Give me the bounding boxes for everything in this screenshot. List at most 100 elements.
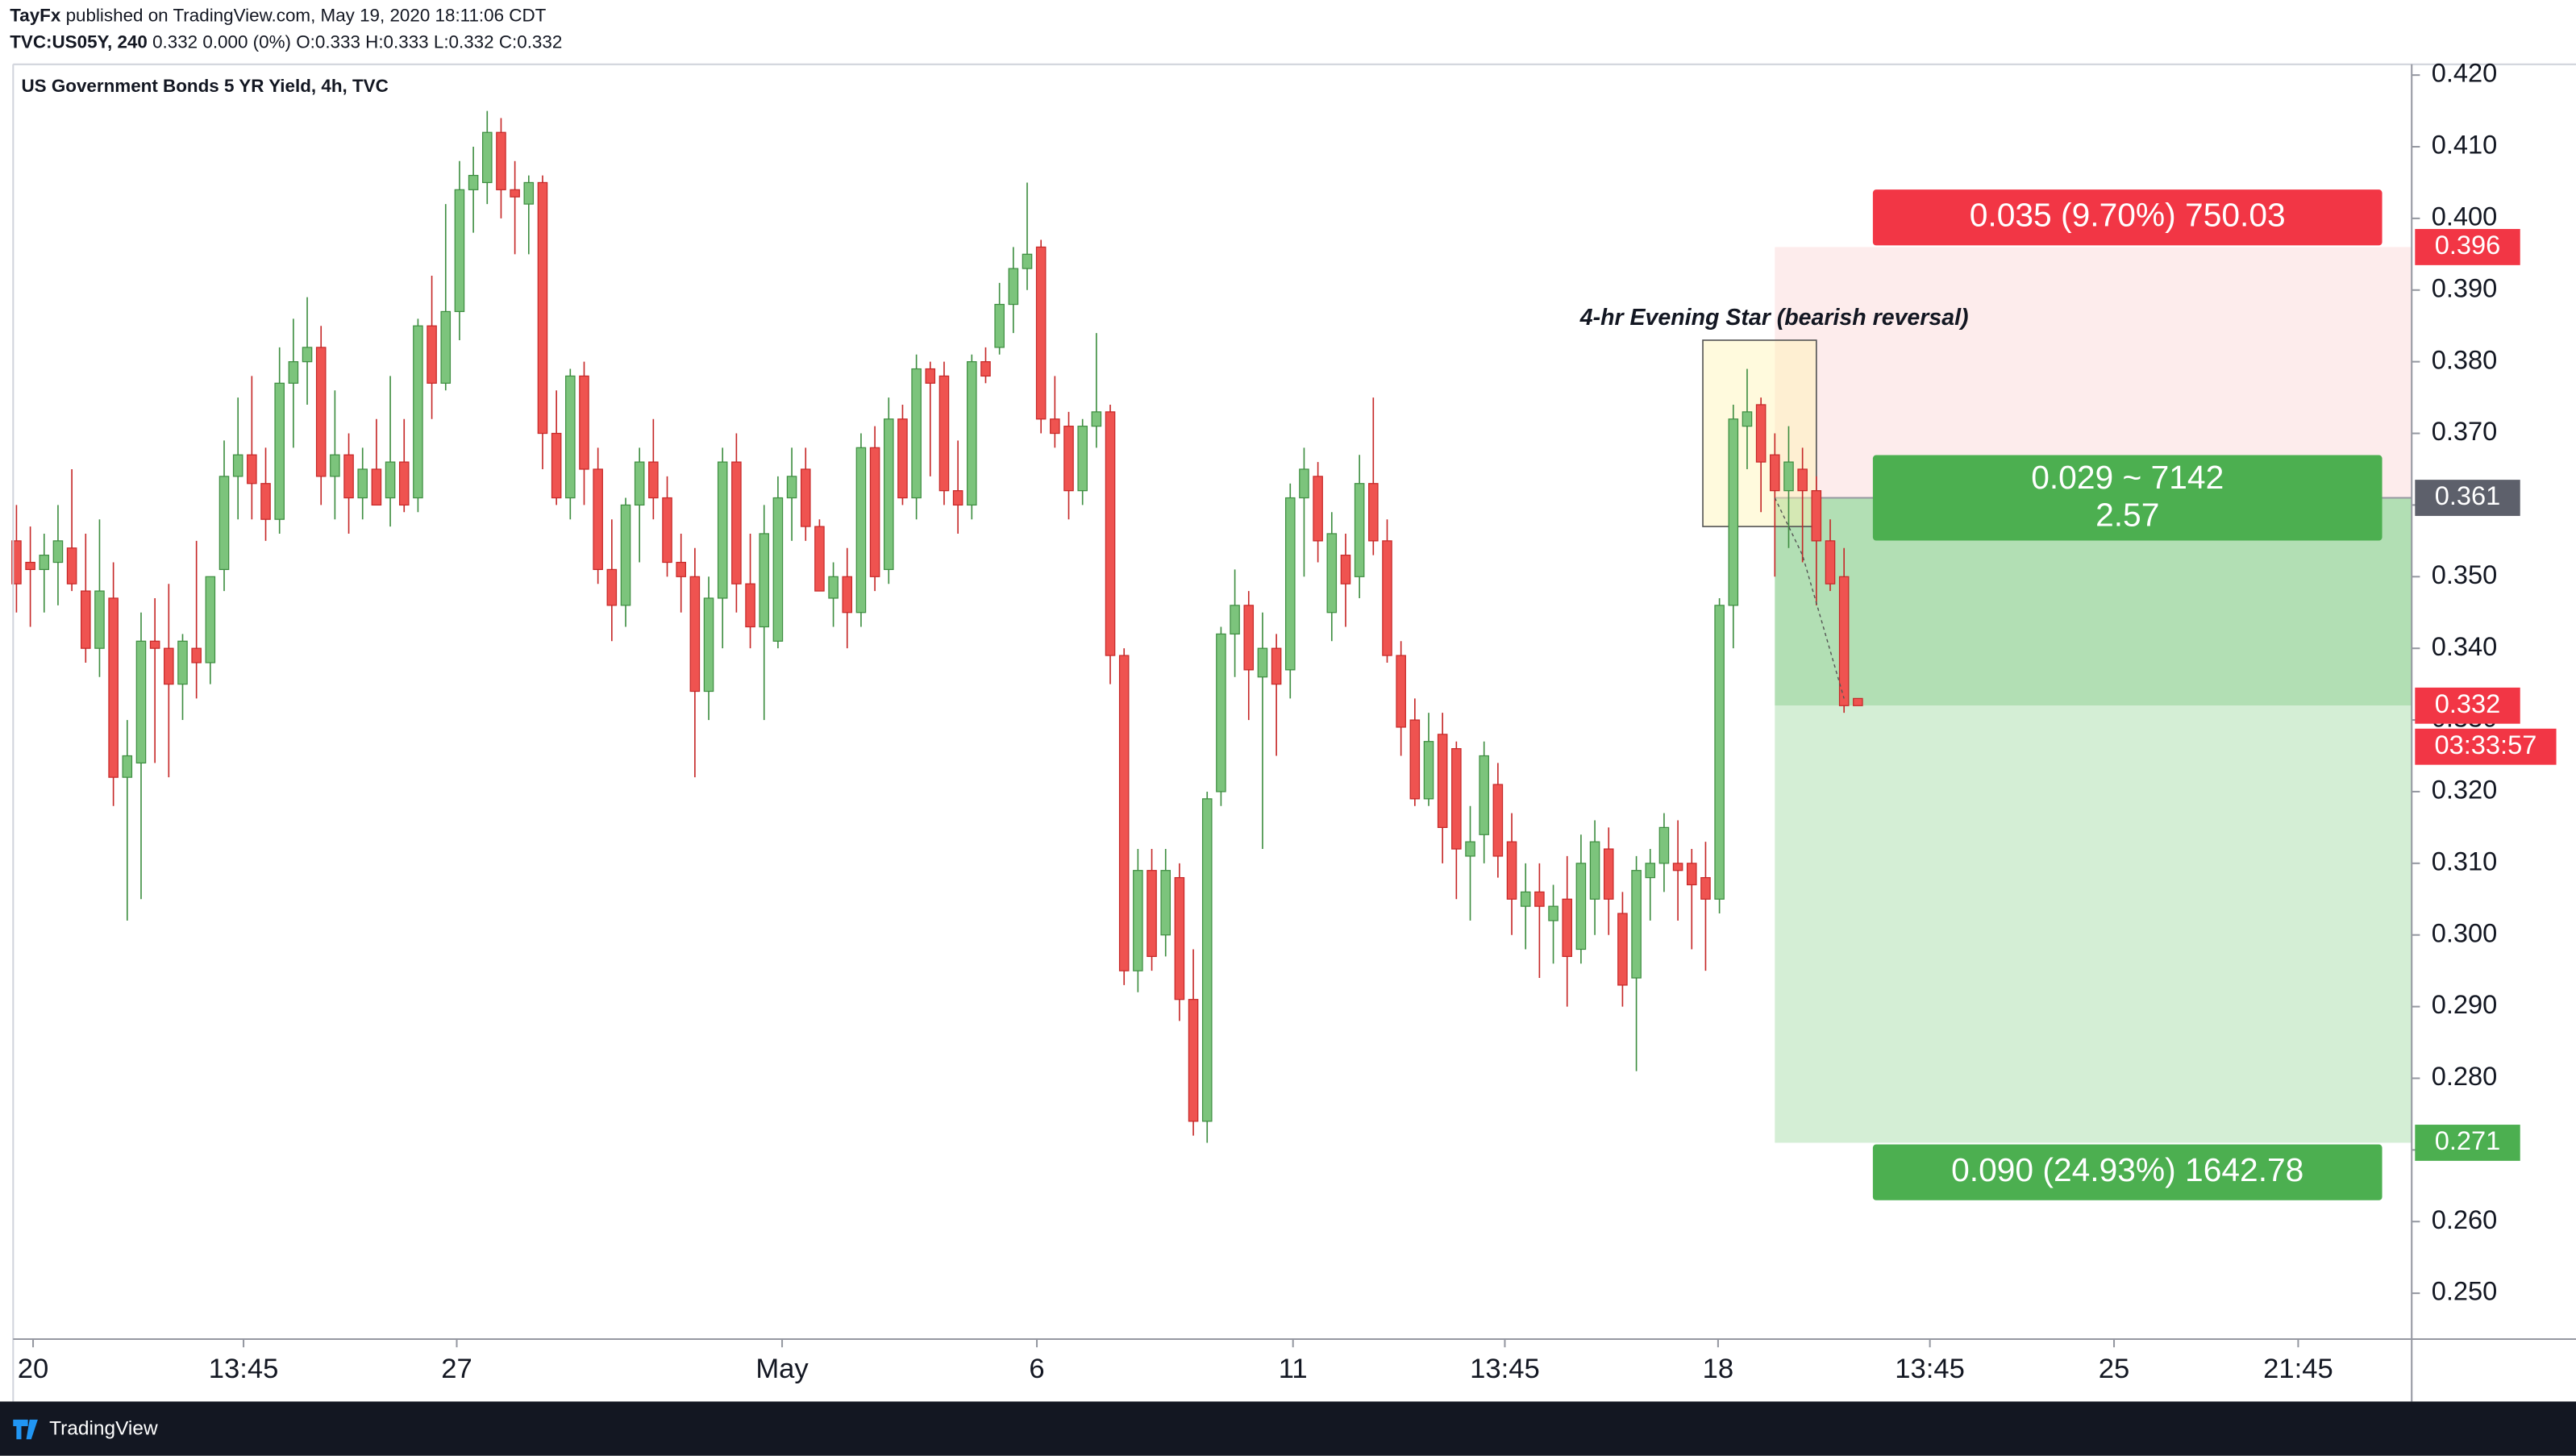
target-label-box <box>1872 1144 2382 1200</box>
x-tick-label: 13:45 <box>1895 1354 1965 1384</box>
candle-body <box>413 325 423 499</box>
candle-body <box>371 468 382 506</box>
candle-body <box>1672 863 1683 872</box>
candle-body <box>1700 876 1711 900</box>
y-tick-label: 0.420 <box>2432 58 2498 88</box>
candle-body <box>731 461 742 584</box>
y-tick-label: 0.340 <box>2432 631 2498 661</box>
x-tick-label: 25 <box>2099 1354 2130 1384</box>
x-tick-label: 13:45 <box>1470 1354 1540 1384</box>
y-tick-label: 0.310 <box>2432 846 2498 876</box>
candle-body <box>1105 411 1116 656</box>
x-tick-label: 18 <box>1703 1354 1734 1384</box>
candle-body <box>606 568 618 606</box>
candle-body <box>135 640 147 764</box>
candle-body <box>343 454 354 499</box>
footer-bar <box>0 1401 2576 1456</box>
candle-body <box>1022 253 1033 269</box>
target-tag: 0.271 <box>2435 1125 2501 1155</box>
logo <box>13 1419 38 1440</box>
stop-label: 0.035 (9.70%) 750.03 <box>1970 197 2286 234</box>
stop-label-box <box>1872 189 2382 246</box>
candle-body <box>1437 734 1448 828</box>
candle-body <box>1396 655 1406 728</box>
candle-body <box>759 533 770 628</box>
candle-body <box>1299 468 1309 499</box>
candle-body <box>1742 411 1753 427</box>
chart-title: US Government Bonds 5 YR Yield, 4h, TVC <box>21 76 388 96</box>
y-tick-label: 0.380 <box>2432 344 2498 374</box>
candle-body <box>1853 697 1863 706</box>
header-line-2: TVC:US05Y, 240 0.332 0.000 (0%) O:0.333 … <box>10 31 562 52</box>
candle-body <box>1825 540 1836 584</box>
candle-body <box>357 468 368 499</box>
entry-tag: 0.361 <box>2435 480 2501 510</box>
candle-body <box>1575 863 1587 951</box>
plot-area: 4-hr Evening Star (bearish reversal) <box>11 110 2412 1143</box>
stop-tag-bg <box>2415 229 2520 265</box>
candle-body <box>1534 891 1545 907</box>
countdown-bg <box>2415 728 2557 765</box>
candle-body <box>551 432 562 499</box>
candle-body <box>786 476 797 499</box>
candle-body <box>1216 633 1226 792</box>
candle-body <box>1492 784 1504 857</box>
candle-body <box>330 454 340 477</box>
price-tag: 0.332 <box>2435 688 2501 718</box>
candle-body <box>52 540 64 564</box>
candle-body <box>1188 999 1199 1122</box>
candle-body <box>537 181 548 435</box>
candle-body <box>468 174 479 190</box>
candle-body <box>385 461 396 499</box>
candle-body <box>1063 426 1074 492</box>
candle-body <box>1770 454 1780 492</box>
entry-label: 0.029 ~ 7142 <box>2031 459 2224 496</box>
candle-body <box>1201 798 1213 1122</box>
y-tick-label: 0.280 <box>2432 1061 2498 1091</box>
candle-body <box>1479 755 1489 835</box>
header-line-1: TayFx published on TradingView.com, May … <box>10 6 546 26</box>
candle-body <box>634 461 645 506</box>
candle-body <box>191 647 202 664</box>
candle-body <box>1326 533 1338 614</box>
candle-body <box>1465 841 1475 857</box>
candle-body <box>177 640 188 685</box>
candle-body <box>1340 555 1351 584</box>
candle-body <box>869 447 880 577</box>
candle-body <box>1755 404 1767 463</box>
y-tick-label: 0.320 <box>2432 775 2498 805</box>
y-tick-label: 0.260 <box>2432 1204 2498 1234</box>
target-tag-bg <box>2415 1125 2520 1161</box>
y-tick-label: 0.410 <box>2432 130 2498 160</box>
candle-body <box>1506 841 1517 900</box>
candle-body <box>1631 870 1642 979</box>
candle-body <box>427 325 437 384</box>
candle-body <box>1091 411 1102 427</box>
candle-body <box>814 526 825 592</box>
stop-tag: 0.396 <box>2435 230 2501 260</box>
candle-body <box>676 561 686 577</box>
candle-body <box>454 189 465 313</box>
y-tick-label: 0.400 <box>2432 202 2498 231</box>
candle-body <box>1050 418 1060 435</box>
x-tick-label: 6 <box>1029 1354 1044 1384</box>
pattern-label: 4-hr Evening Star (bearish reversal) <box>1579 305 1969 331</box>
candle-body <box>1603 848 1614 900</box>
candle-body <box>1589 841 1600 900</box>
candle-body <box>81 590 91 649</box>
candle-body <box>1257 647 1268 678</box>
candle-body <box>164 647 174 685</box>
candle-body <box>1118 655 1130 971</box>
candle-body <box>884 418 894 571</box>
countdown: 03:33:57 <box>2434 730 2536 759</box>
candle-body <box>1133 870 1143 971</box>
candle-body <box>1147 870 1157 957</box>
candle-body <box>1451 748 1462 850</box>
candle-body <box>1658 826 1670 864</box>
candle-body <box>274 382 285 520</box>
candle-body <box>703 597 714 693</box>
candle-body <box>1645 863 1656 879</box>
candle-body <box>897 418 908 499</box>
x-tick-label: 21:45 <box>2263 1354 2333 1384</box>
